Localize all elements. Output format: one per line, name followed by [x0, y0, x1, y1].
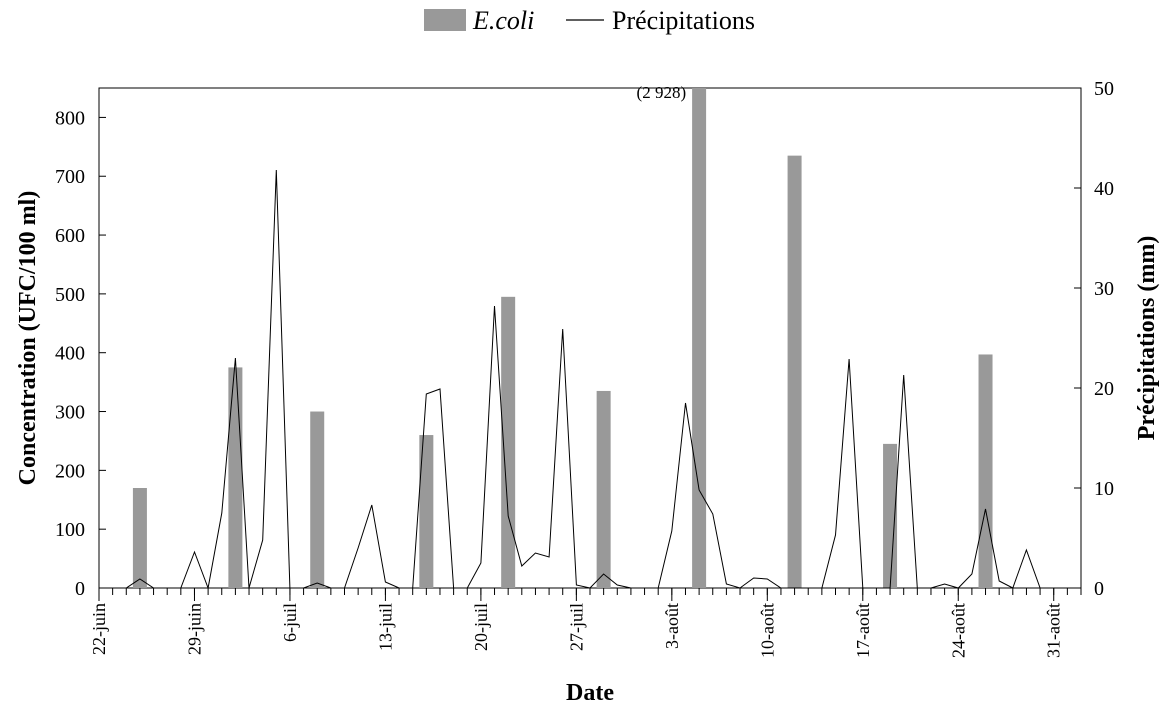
y-right-tick-label-10: 10 — [1094, 478, 1114, 500]
y-right-tick-label-0: 0 — [1094, 578, 1104, 600]
legend: E.coli Précipitations — [424, 6, 755, 35]
y-left-tick-label-600: 600 — [55, 225, 85, 247]
legend-bar-label: E.coli — [472, 6, 534, 35]
x-tick-label-2023-08-03: 3-août — [662, 603, 682, 649]
x-tick-label-2023-07-20: 20-juil — [471, 603, 491, 651]
y-right-tick-label-40: 40 — [1094, 178, 1114, 200]
x-tick-label-2023-07-27: 27-juil — [566, 603, 586, 651]
x-axis: 22-juin 29-juin 6-juil 13-juil 20-juil 27-jui… — [89, 588, 1082, 658]
bar-2023-07-29 — [596, 390, 611, 588]
y-left-tick-label-400: 400 — [55, 343, 85, 365]
annotations: (2 928) — [637, 83, 687, 102]
y-left-tick-label-100: 100 — [55, 519, 85, 541]
bar-2023-06-25 — [132, 488, 147, 588]
bar-2023-08-12 — [787, 155, 802, 588]
x-tick-label-2023-08-31: 31-août — [1044, 603, 1064, 658]
bar-2023-08-26 — [978, 354, 993, 588]
bar-2023-07-16 — [419, 435, 434, 588]
x-tick-label-2023-08-24: 24-août — [948, 603, 968, 658]
y-left-tick-label-700: 700 — [55, 166, 85, 188]
y-left-tick-label-500: 500 — [55, 284, 85, 306]
x-axis-title: Date — [566, 680, 614, 706]
x-tick-label-2023-06-22: 22-juin — [89, 603, 109, 655]
bar-2023-07-08 — [310, 411, 325, 588]
precipitation-line — [99, 169, 1068, 590]
bar-2023-07-22 — [501, 296, 516, 588]
bar-2023-07-02 — [228, 367, 243, 588]
y-right-tick-label-20: 20 — [1094, 378, 1114, 400]
bar-annotation-0: (2 928) — [637, 83, 687, 102]
y-axis-right-title: Précipitations (mm) — [1134, 236, 1160, 441]
legend-bar-swatch — [424, 9, 466, 31]
y-axis-left-title: Concentration (UFC/100 ml) — [15, 191, 41, 486]
y-right-tick-label-30: 30 — [1094, 278, 1114, 300]
plot-area-frame — [98, 87, 1082, 589]
y-left-tick-label-300: 300 — [55, 402, 85, 424]
x-tick-label-2023-08-10: 10-août — [757, 603, 777, 658]
x-tick-label-2023-06-29: 29-juin — [184, 603, 204, 655]
y-left-tick-label-800: 800 — [55, 107, 85, 129]
bar-2023-08-19 — [883, 443, 898, 588]
y-axis-right: 0 10 20 30 40 50 — [1074, 78, 1114, 600]
y-left-tick-label-0: 0 — [75, 578, 85, 600]
bar-2023-08-05 — [692, 88, 707, 588]
legend-line-label: Précipitations — [612, 6, 755, 35]
x-tick-label-2023-07-06: 6-juil — [280, 603, 300, 642]
y-axis-left: 0 100 200 300 400 500 600 700 800 — [55, 107, 106, 600]
x-tick-label-2023-08-17: 17-août — [853, 603, 873, 658]
y-right-tick-label-50: 50 — [1094, 78, 1114, 100]
x-tick-label-2023-07-13: 13-juil — [375, 603, 395, 651]
y-left-tick-label-200: 200 — [55, 460, 85, 482]
